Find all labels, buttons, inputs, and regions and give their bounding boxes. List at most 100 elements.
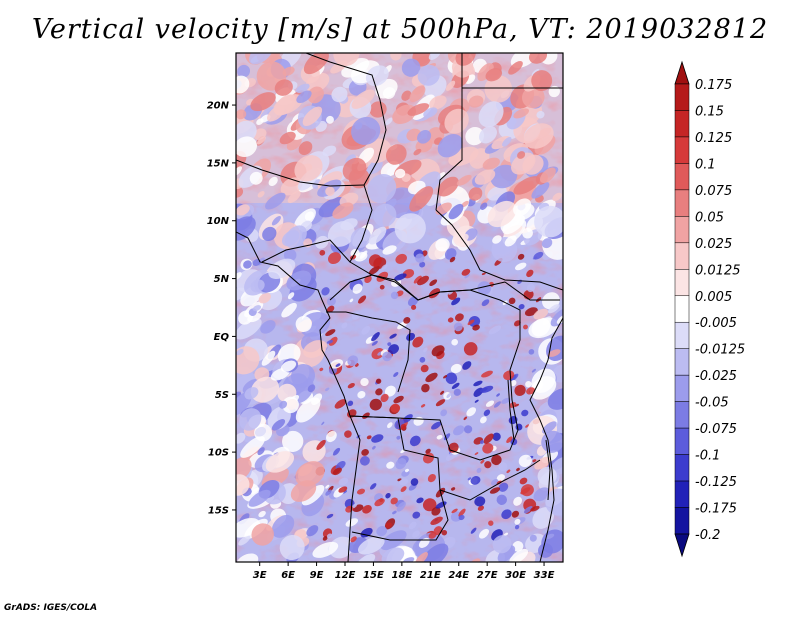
- field-cell: [520, 484, 534, 497]
- field-cell: [319, 249, 326, 256]
- field-cell: [403, 317, 411, 324]
- field-cell: [326, 115, 334, 124]
- field-cell: [443, 433, 451, 441]
- field-cell: [464, 273, 470, 279]
- field-cell: [417, 129, 432, 144]
- colorbar-segment: [674, 163, 690, 191]
- field-cell: [431, 421, 442, 430]
- lat-tick-label: 20N: [207, 101, 230, 112]
- lon-tick-label: 9E: [310, 570, 324, 581]
- field-cell: [257, 447, 265, 456]
- field-cell: [531, 368, 556, 393]
- longitude-axis: 3E 6E 9E 12E 15E 18E 21E 24E 27E 30E 33E: [253, 562, 555, 581]
- field-cell: [408, 521, 417, 530]
- border-libya: [305, 53, 387, 186]
- field-cell: [401, 90, 412, 101]
- colorbar-label: 0.005: [695, 290, 732, 305]
- field-cell: [533, 308, 549, 320]
- colorbar-segment: [674, 480, 690, 508]
- field-cell: [238, 535, 251, 546]
- colorbar-label: -0.175: [695, 502, 737, 517]
- field-cell: [306, 525, 319, 537]
- field-cell: [271, 514, 295, 538]
- field-cell: [347, 383, 355, 389]
- field-cell: [458, 514, 465, 521]
- field-cell: [303, 53, 329, 75]
- field-cell: [371, 332, 380, 342]
- field-cell: [250, 376, 280, 403]
- lon-tick-label: 12E: [335, 570, 356, 581]
- field-cell: [387, 422, 393, 429]
- field-cell: [287, 190, 301, 204]
- colorbar-label: -0.125: [695, 475, 737, 490]
- field-cell: [502, 136, 512, 147]
- colorbar-label: 0.125: [695, 131, 732, 146]
- field-cell: [482, 443, 494, 454]
- field-cell: [445, 372, 458, 385]
- field-cell: [480, 440, 484, 444]
- field-cell: [528, 349, 535, 355]
- field-cell: [483, 433, 494, 444]
- field-cell: [461, 200, 469, 208]
- field-cell: [248, 489, 271, 507]
- field-cell: [330, 359, 344, 369]
- map-frame: [235, 52, 564, 563]
- field-cell: [402, 557, 415, 562]
- field-cell: [510, 380, 517, 387]
- border-east: [504, 281, 560, 301]
- field-cell: [374, 498, 385, 507]
- field-cell: [503, 532, 509, 537]
- colorbar-label: 0.0125: [695, 263, 741, 278]
- field-cell: [506, 436, 513, 443]
- field-cell: [474, 169, 496, 185]
- field-cell: [332, 467, 343, 476]
- field-cell: [506, 469, 511, 474]
- field-cell: [409, 435, 421, 447]
- field-cell: [517, 151, 526, 159]
- field-cell: [312, 541, 339, 558]
- field-cell: [552, 192, 562, 202]
- field-cell: [351, 503, 358, 509]
- lon-tick-label: 18E: [391, 570, 412, 581]
- field-cell: [454, 313, 464, 322]
- field-cell: [514, 518, 521, 525]
- field-cell: [496, 494, 507, 505]
- field-cell: [392, 510, 397, 515]
- field-cell: [468, 95, 484, 108]
- field-cell: [338, 486, 348, 493]
- field-cell: [518, 303, 525, 310]
- field-cell: [390, 291, 399, 300]
- field-cell: [467, 319, 475, 326]
- field-cell: [478, 528, 490, 539]
- field-cell: [487, 200, 517, 228]
- field-cell: [395, 458, 407, 470]
- field-cell: [474, 452, 479, 455]
- field-cell: [282, 430, 304, 452]
- field-cell: [267, 406, 291, 430]
- field-cell: [372, 445, 376, 450]
- field-cell: [252, 305, 262, 312]
- field-cell: [375, 388, 383, 396]
- field-cell: [415, 552, 428, 562]
- field-cell: [523, 324, 528, 330]
- field-cell: [514, 403, 519, 407]
- field-cell: [451, 487, 456, 491]
- field-cell: [523, 506, 533, 514]
- field-cell: [492, 432, 501, 441]
- colorbar-label: 0.15: [695, 104, 724, 119]
- lat-tick-label: EQ: [214, 332, 230, 343]
- field-cell: [413, 275, 422, 284]
- field-cell: [511, 152, 536, 175]
- field-cell: [461, 268, 471, 276]
- field-cell: [416, 497, 424, 504]
- field-cell: [382, 351, 392, 362]
- field-cell: [280, 177, 303, 196]
- field-cell: [251, 523, 274, 546]
- field-cell: [334, 399, 347, 409]
- colorbar-label: -0.1: [695, 449, 720, 464]
- field-cell: [399, 478, 409, 486]
- field-cell: [347, 400, 354, 407]
- colorbar-segment: [674, 269, 690, 297]
- field-cell: [380, 393, 389, 403]
